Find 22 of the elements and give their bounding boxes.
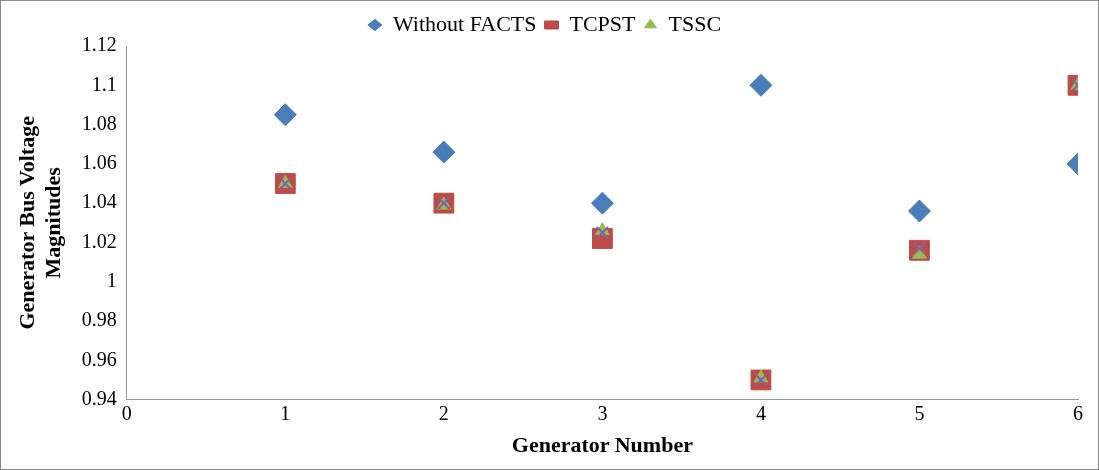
y-tick-label: 1.02 <box>81 229 117 252</box>
y-tick-label: 0.96 <box>81 347 117 370</box>
y-tick-label: 0.98 <box>81 308 117 331</box>
y-tick-label: 1.12 <box>81 33 117 56</box>
x-tick-label: 2 <box>438 401 449 424</box>
y-tick-label: 1.1 <box>91 72 117 95</box>
legend-label: TSSC <box>668 10 722 36</box>
y-tick-label: 1 <box>106 268 117 291</box>
y-tick-label: 1.08 <box>81 111 117 134</box>
legend-label: TCPST <box>569 10 637 36</box>
y-tick-label: 1.06 <box>81 151 117 174</box>
x-tick-label: 5 <box>914 401 925 424</box>
x-tick-label: 6 <box>1073 401 1083 424</box>
x-tick-label: 3 <box>597 401 608 424</box>
x-tick-label: 4 <box>755 401 766 424</box>
y-axis-title: Generator Bus Voltage Magnitudes <box>13 115 66 330</box>
legend-label: Without FACTS <box>392 10 537 36</box>
x-tick-label: 0 <box>121 401 132 424</box>
x-tick-label: 1 <box>280 401 291 424</box>
y-tick-label: 0.94 <box>81 386 117 409</box>
x-axis-title: Generator Number <box>511 432 694 458</box>
y-tick-label: 1.04 <box>81 190 117 213</box>
